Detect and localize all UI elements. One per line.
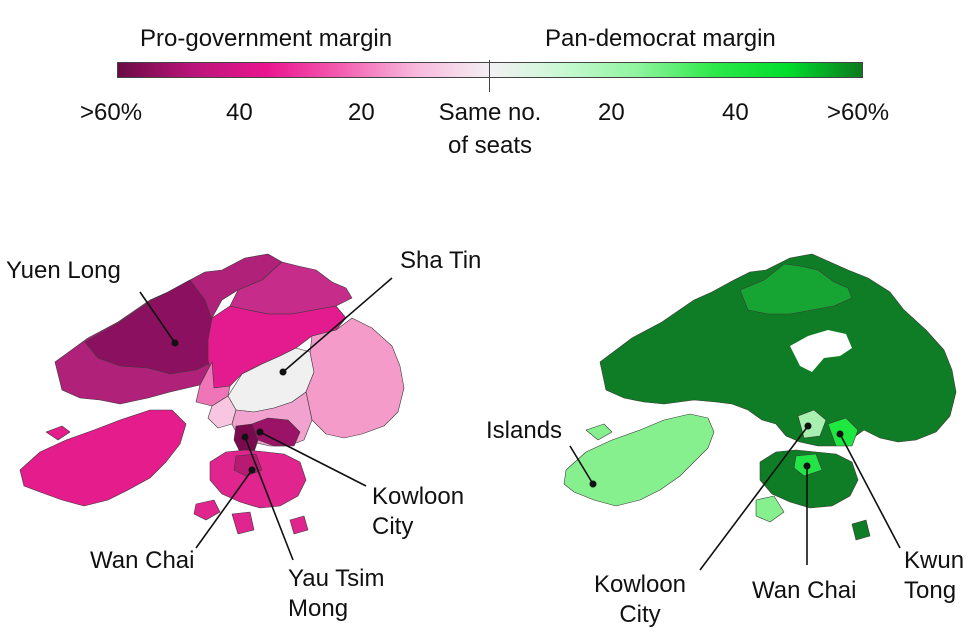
marker-kowloon-city <box>804 422 812 430</box>
legend-tick-label: 40 <box>226 99 253 126</box>
district-tsuen-wan <box>195 361 231 407</box>
legend-tick-label: Same no. <box>438 99 542 126</box>
legend-color-bar <box>117 62 863 78</box>
leader-wan-chai <box>195 469 253 549</box>
leader-kowloon-city <box>259 431 367 487</box>
label-kowloon-city: City <box>372 513 414 540</box>
district-islands <box>19 409 187 507</box>
marker-yuen-long <box>171 339 179 347</box>
leader-kowloon-city <box>699 425 809 571</box>
marker-kwun-tong <box>836 430 844 438</box>
label-kowloon-city: Kowloon <box>372 483 465 510</box>
label-kowloon-city: Kowloon <box>593 571 687 598</box>
label-kowloon-city: City <box>619 601 661 628</box>
district-new-territories <box>599 253 957 447</box>
legend-tick-label: >60% <box>80 99 143 126</box>
district-hk-island <box>209 449 307 509</box>
district-kwun-tong <box>827 417 859 447</box>
label-wan-chai: Wan Chai <box>90 547 195 574</box>
legend-tick-label: 20 <box>598 99 625 126</box>
legend-tick-label: >60% <box>827 99 890 126</box>
marker-kowloon-city <box>256 428 264 436</box>
leader-sha-tin <box>282 277 393 373</box>
label-kwun-tong: Kwun <box>904 547 965 574</box>
district-islands-small <box>755 495 785 523</box>
label-yau-tsim-mong: Mong <box>288 595 349 622</box>
map-left <box>19 253 405 561</box>
leader-yau-tsim-mong <box>244 436 294 561</box>
label-sha-tin: Sha Tin <box>400 247 482 274</box>
label-islands: Islands <box>486 417 563 444</box>
label-wan-chai: Wan Chai <box>752 577 857 604</box>
marker-wan-chai <box>248 466 256 474</box>
legend-tick-label: 20 <box>348 99 375 126</box>
district-north <box>739 263 853 315</box>
district-islands-small <box>45 425 71 441</box>
legend-left-title: Pro-government margin <box>140 25 393 52</box>
leader-yuen-long <box>139 291 176 344</box>
leader-kwun-tong <box>839 433 901 549</box>
harbour-cutout <box>790 330 852 372</box>
marker-wan-chai <box>803 462 811 470</box>
district-yuen-long <box>84 279 213 375</box>
label-kwun-tong: Tong <box>904 577 957 604</box>
label-yau-tsim-mong: Yau Tsim <box>288 565 385 592</box>
district-islands-south <box>193 499 221 521</box>
district-islands-south <box>289 515 309 535</box>
district-islands-small <box>585 423 613 441</box>
legend-tick-label: 40 <box>722 99 749 126</box>
marker-islands <box>589 480 597 488</box>
district-sai-kung <box>305 317 405 439</box>
marker-yau-tsim-mong <box>241 433 249 441</box>
district-kowloon-city <box>251 417 301 447</box>
marker-sha-tin <box>279 368 287 376</box>
label-yuen-long: Yuen Long <box>6 257 121 284</box>
district-islands <box>563 413 715 507</box>
legend-right-title: Pan-democrat margin <box>545 25 776 52</box>
district-hk-island <box>759 449 859 509</box>
district-islands-south <box>231 511 255 535</box>
map-right <box>563 253 957 571</box>
leader-islands <box>569 445 594 485</box>
legend-center-tick <box>489 60 490 92</box>
legend-tick-label: of seats <box>447 132 533 159</box>
district-islands-south <box>851 519 871 541</box>
